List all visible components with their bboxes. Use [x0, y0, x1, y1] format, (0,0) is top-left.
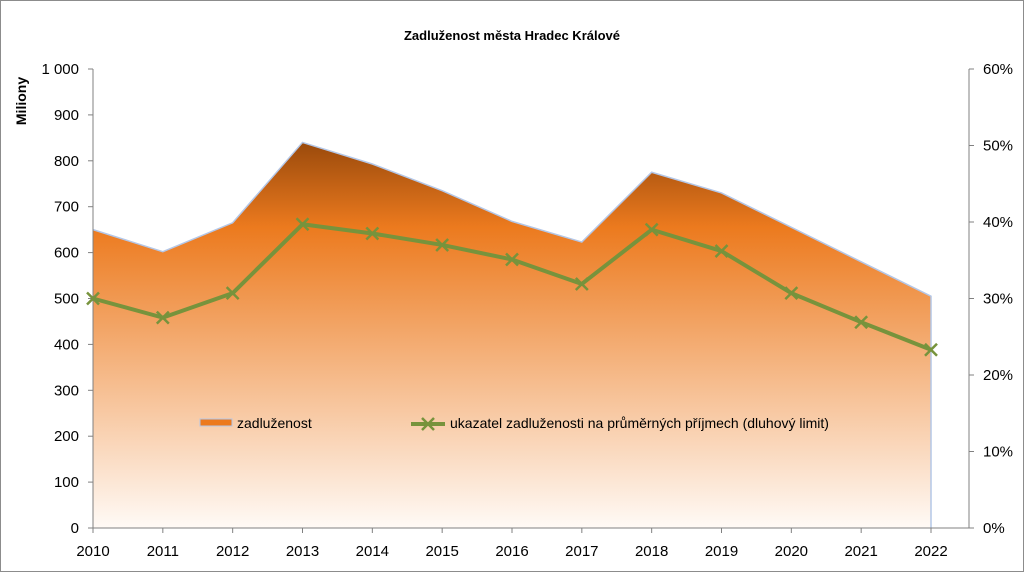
y2-tick-label: 0%	[983, 520, 1005, 537]
y-tick-label: 600	[54, 245, 79, 262]
line-point-marker	[505, 252, 519, 267]
y2-tick-label: 40%	[983, 214, 1013, 231]
area-zadluzenost	[93, 142, 931, 528]
legend-item-ukazatel: ukazatel zadluženosti na průměrných příj…	[411, 415, 829, 431]
line-point-marker	[295, 217, 310, 232]
line-point-marker	[784, 286, 799, 301]
x-tick-label: 2011	[147, 543, 179, 560]
x-tick-label: 2017	[565, 543, 598, 560]
x-tick-label: 2019	[705, 543, 738, 560]
chart-title: Zadluženost města Hradec Králové	[404, 28, 620, 43]
y-axis-label: Miliony	[13, 77, 29, 125]
x-tick-label: 2013	[286, 543, 319, 560]
axis-layer: 0 100 200 300 400 500 600 700 800 900 1 000 0% 10% 20…	[41, 61, 1013, 560]
y2-tick-label: 20%	[983, 367, 1013, 384]
x-tick-label: 2020	[775, 543, 808, 560]
y-tick-label: 800	[54, 153, 79, 170]
y2-tick-label: 30%	[983, 291, 1013, 308]
line-point-marker	[714, 244, 729, 258]
line-layer	[86, 217, 938, 357]
line-point-marker	[924, 342, 938, 357]
area-layer	[92, 141, 932, 528]
line-point-marker	[644, 222, 659, 237]
y-tick-label: 100	[54, 474, 79, 491]
y2-tick-label: 10%	[983, 444, 1013, 461]
line-point-marker	[435, 238, 450, 252]
y-tick-label: 1 000	[41, 61, 79, 78]
x-tick-label: 2015	[425, 543, 458, 560]
line-point-marker	[155, 310, 170, 325]
x-tick-label: 2018	[635, 543, 668, 560]
legend-label-zadluzenost: zadluženost	[237, 415, 312, 431]
line-point-marker	[365, 226, 380, 241]
legend: zadluženost ukazatel zadluženosti na prů…	[199, 415, 829, 431]
line-point-marker	[86, 291, 100, 306]
x-tick-label: 2021	[844, 543, 877, 560]
line-point-marker	[854, 315, 869, 330]
x-tick-label: 2014	[356, 543, 389, 560]
legend-item-zadluzenost: zadluženost	[199, 415, 312, 431]
area-edge	[92, 141, 932, 528]
legend-swatch-area	[199, 418, 233, 427]
x-tick-label: 2012	[216, 543, 249, 560]
legend-label-ukazatel: ukazatel zadluženosti na průměrných příj…	[450, 415, 829, 431]
y-tick-label: 900	[54, 107, 79, 124]
x-tick-label: 2010	[76, 543, 109, 560]
y-tick-label: 500	[54, 291, 79, 308]
y-tick-label: 700	[54, 199, 79, 216]
y-tick-label: 0	[71, 520, 79, 537]
y-tick-label: 400	[54, 336, 79, 353]
x-tick-label: 2016	[495, 543, 528, 560]
line-point-marker	[574, 277, 589, 291]
line-point-marker	[225, 286, 240, 301]
y-tick-label: 300	[54, 382, 79, 399]
y-tick-label: 200	[54, 428, 79, 445]
x-tick-label: 2022	[914, 543, 947, 560]
y2-tick-label: 60%	[983, 61, 1013, 78]
y2-tick-label: 50%	[983, 138, 1013, 155]
legend-marker-x	[421, 417, 435, 431]
